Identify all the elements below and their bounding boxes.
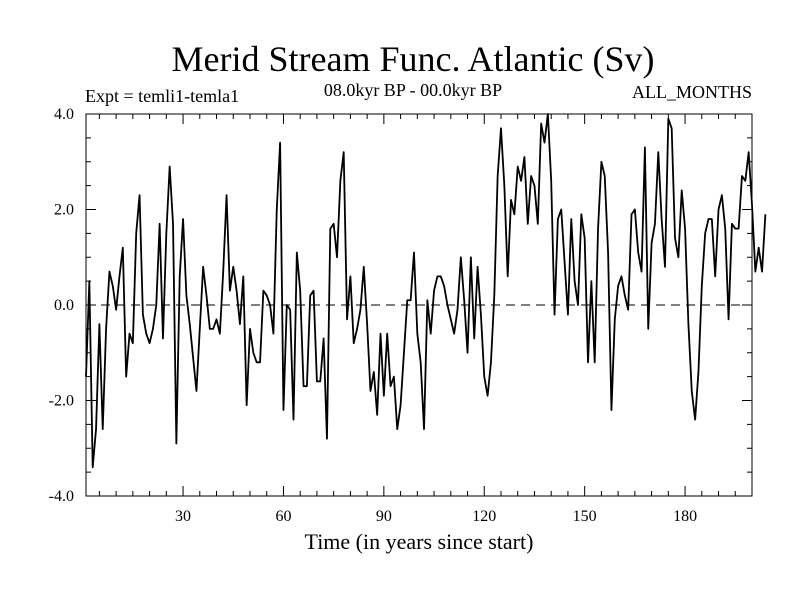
axis-tick-labels: 30 60 90 120 150 180 4.0 2.0 0.0 -2.0 -4.0 <box>49 106 697 525</box>
time-range-label: 08.0kyr BP - 00.0kyr BP <box>324 80 502 100</box>
x-axis-label: Time (in years since start) <box>305 529 534 554</box>
months-label: ALL_MONTHS <box>632 82 752 102</box>
x-tick-label: 120 <box>472 508 496 525</box>
y-tick-label: 0.0 <box>54 297 74 314</box>
x-tick-label: 180 <box>673 508 697 525</box>
series-line <box>85 113 767 469</box>
y-tick-label: 2.0 <box>54 202 74 219</box>
x-tick-label: 150 <box>573 508 597 525</box>
axis-ticks <box>86 113 753 497</box>
x-tick-label: 30 <box>175 508 191 525</box>
y-tick-label: -4.0 <box>49 488 74 505</box>
experiment-label: Expt = temli1-temla1 <box>85 86 239 106</box>
x-tick-label: 90 <box>376 508 392 525</box>
y-tick-label: 4.0 <box>54 106 74 123</box>
y-tick-label: -2.0 <box>49 393 74 410</box>
chart-title: Merid Stream Func. Atlantic (Sv) <box>172 39 655 79</box>
x-tick-label: 60 <box>275 508 291 525</box>
